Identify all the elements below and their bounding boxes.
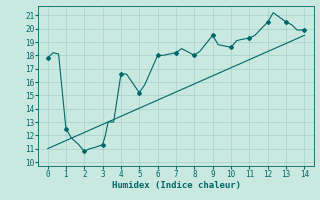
X-axis label: Humidex (Indice chaleur): Humidex (Indice chaleur) xyxy=(111,181,241,190)
